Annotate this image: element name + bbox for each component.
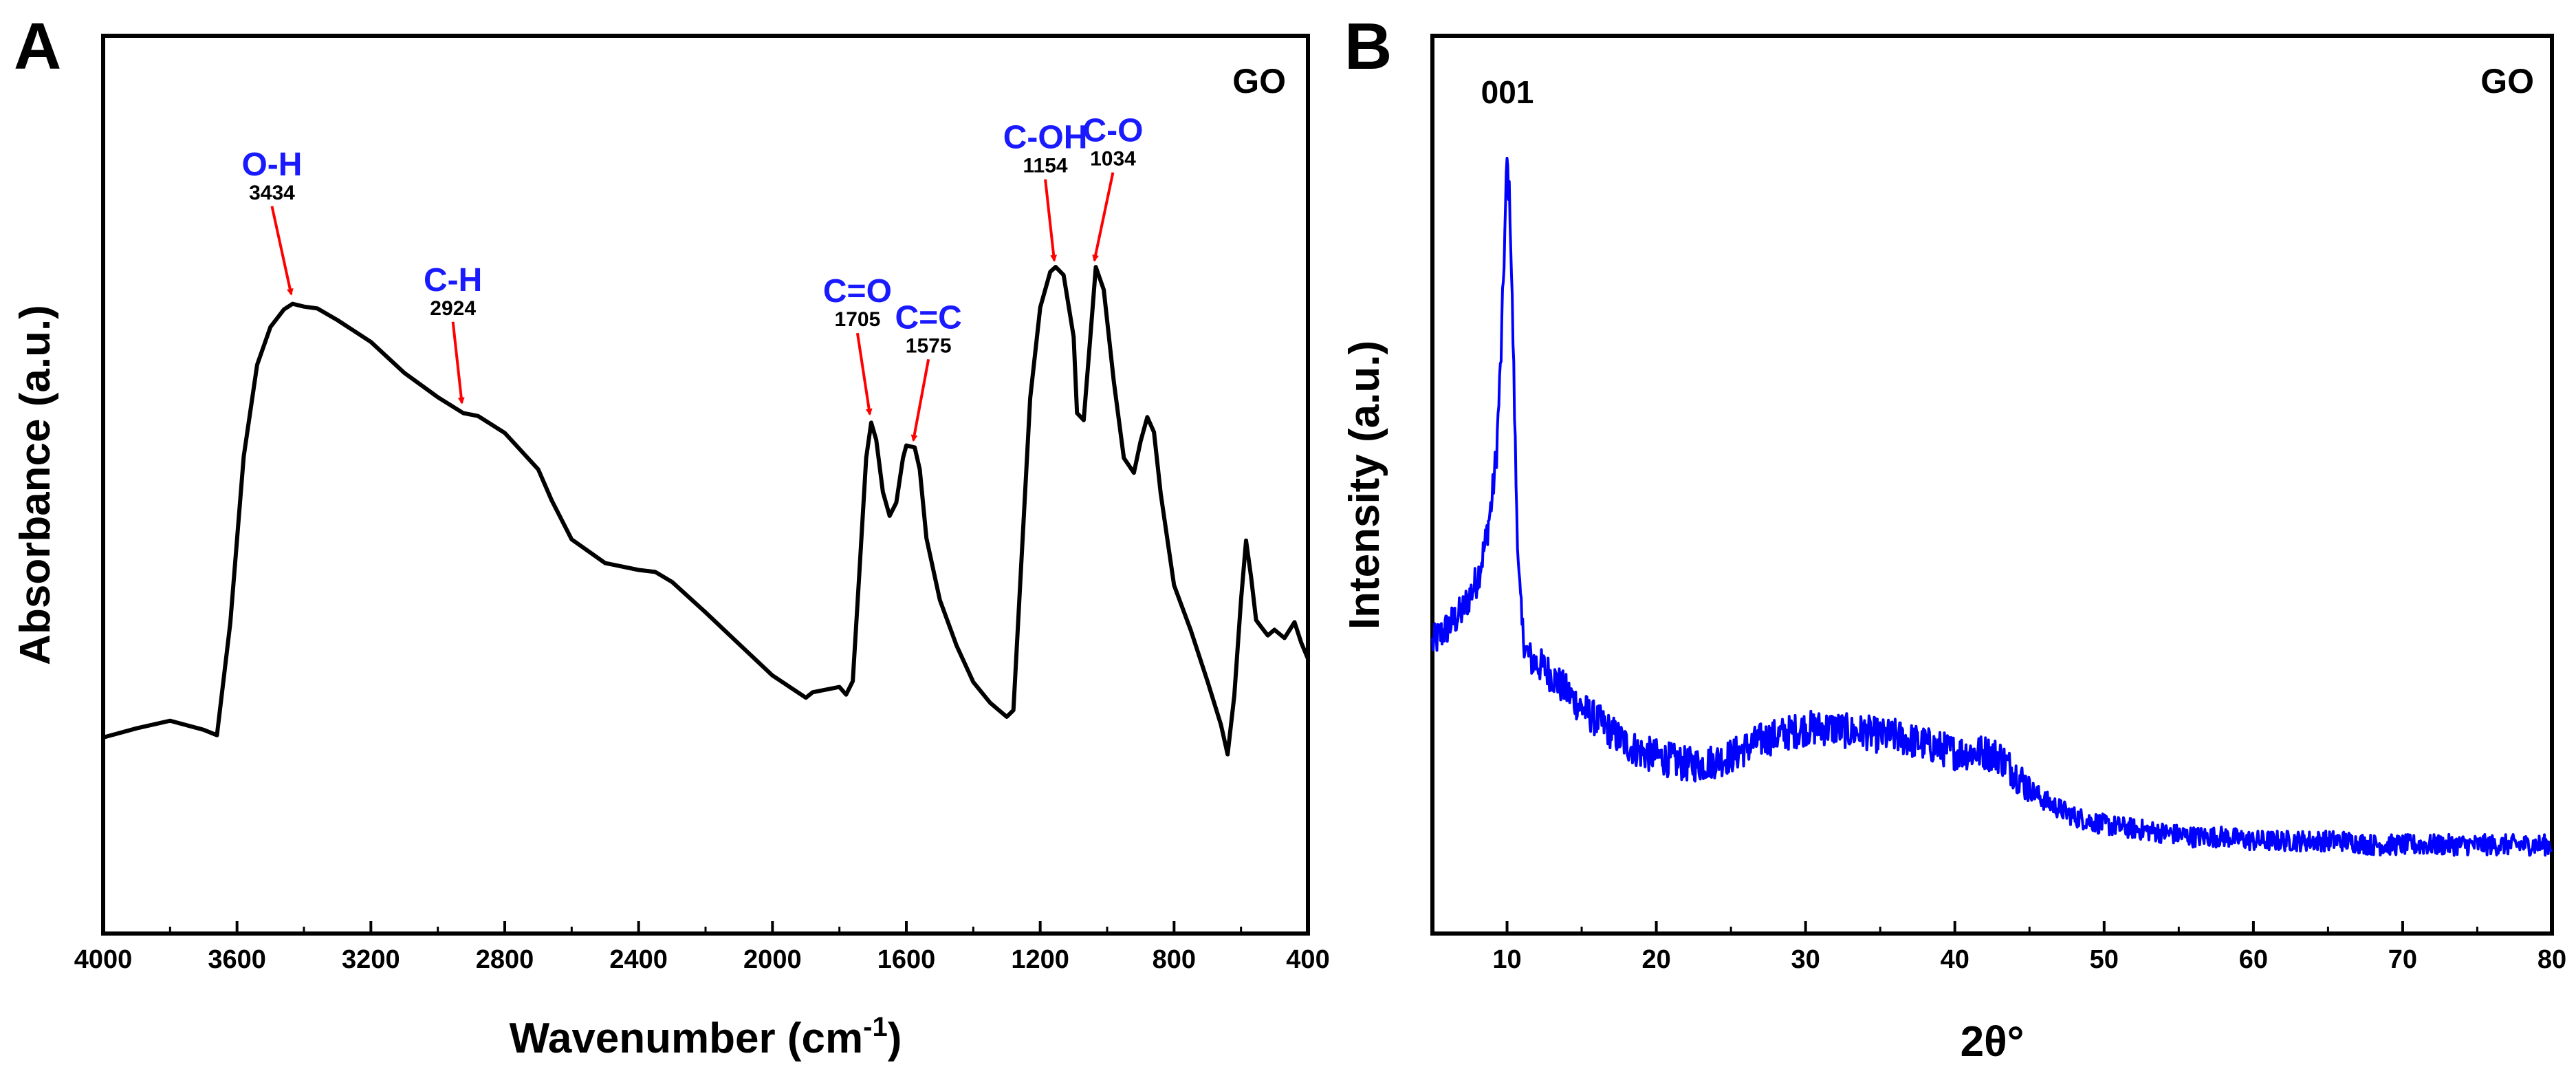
panel-a-x-tick-label: 400 bbox=[1286, 945, 1329, 974]
peak-wavenumber: 1154 bbox=[1023, 155, 1068, 177]
panel-a-x-tick-label: 2800 bbox=[476, 945, 534, 974]
panel-b-x-axis-title: 2θ° bbox=[1961, 1018, 2024, 1066]
panel-b-x-tick-label: 30 bbox=[1791, 945, 1820, 974]
peak-wavenumber: 3434 bbox=[249, 182, 295, 204]
panel-a-y-axis-title: Absorbance (a.u.) bbox=[12, 305, 59, 665]
panel-a-x-tick-label: 1200 bbox=[1011, 945, 1069, 974]
panel-a: A GO 4000 3600 3200 2800 2400 2000 1600 1200 800… bbox=[12, 10, 1330, 1062]
peak-arrow bbox=[910, 358, 930, 442]
panel-a-x-tick-label: 4000 bbox=[74, 945, 133, 974]
ftir-spectrum-line bbox=[102, 265, 1310, 757]
peak-wavenumber: 1705 bbox=[835, 308, 881, 331]
peak-arrow bbox=[270, 206, 294, 296]
panel-a-letter: A bbox=[14, 10, 61, 83]
peak-wavenumber: 1034 bbox=[1090, 148, 1136, 171]
panel-b-plot-frame bbox=[1430, 34, 2554, 936]
panel-b-peak-label: 001 bbox=[1481, 74, 1534, 110]
panel-a-x-tick-label: 3200 bbox=[342, 945, 400, 974]
panel-b-letter: B bbox=[1344, 10, 1392, 83]
panel-a-x-axis-title: Wavenumber (cm-1) bbox=[510, 1012, 902, 1062]
peak-wavenumber: 1575 bbox=[906, 334, 952, 357]
panel-a-x-tick-label: 1600 bbox=[877, 945, 936, 974]
panel-a-x-tick-label: 2000 bbox=[743, 945, 802, 974]
panel-b-x-ticks: 10 20 30 40 50 60 70 80 bbox=[1431, 921, 2566, 974]
xrd-pattern-line bbox=[1431, 156, 2553, 857]
peak-arrow bbox=[451, 321, 465, 405]
panel-a-x-tick-label: 2400 bbox=[609, 945, 668, 974]
panel-b-y-axis-title: Intensity (a.u.) bbox=[1341, 341, 1388, 629]
panel-a-x-tick-label: 3600 bbox=[208, 945, 266, 974]
peak-label: C=O bbox=[823, 273, 892, 310]
panel-b-x-tick-label: 60 bbox=[2239, 945, 2268, 974]
panel-b-x-tick-label: 50 bbox=[2090, 945, 2119, 974]
panel-a-x-axis-title-sup: -1 bbox=[863, 1012, 888, 1042]
panel-a-x-tick-label: 800 bbox=[1153, 945, 1196, 974]
peak-label: C-H bbox=[424, 262, 482, 299]
peak-label: C=C bbox=[895, 299, 961, 336]
peak-wavenumber: 2924 bbox=[430, 297, 476, 320]
peak-arrow bbox=[855, 332, 873, 416]
peak-arrow bbox=[1044, 179, 1058, 262]
panel-b-sample-label: GO bbox=[2480, 62, 2534, 100]
peak-label: O-H bbox=[241, 147, 302, 183]
panel-a-x-axis-title-tail: ) bbox=[888, 1015, 902, 1062]
panel-b: B GO 001 10 20 30 40 50 60 70 80 2θ° Intensity … bbox=[1341, 10, 2566, 1066]
panel-a-sample-label: GO bbox=[1232, 62, 1286, 100]
peak-label: C-O bbox=[1082, 113, 1143, 149]
panel-a-x-ticks: 4000 3600 3200 2800 2400 2000 1600 1200 800 400 bbox=[74, 921, 1330, 974]
panel-a-x-axis-title-main: Wavenumber (cm bbox=[510, 1015, 864, 1062]
panel-b-x-tick-label: 10 bbox=[1492, 945, 1521, 974]
panel-b-x-tick-label: 80 bbox=[2537, 945, 2566, 974]
panel-b-x-tick-label: 70 bbox=[2388, 945, 2417, 974]
panel-b-x-tick-label: 20 bbox=[1641, 945, 1670, 974]
peak-label: C-OH bbox=[1003, 120, 1088, 156]
panel-b-x-tick-label: 40 bbox=[1941, 945, 1969, 974]
peak-arrow bbox=[1092, 172, 1115, 262]
